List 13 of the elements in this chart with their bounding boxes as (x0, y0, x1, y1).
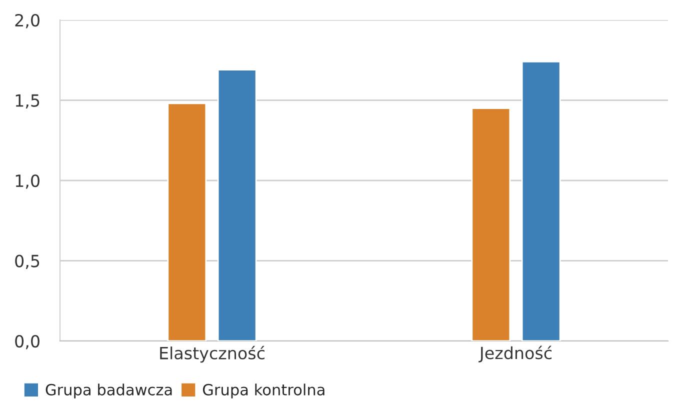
x-tick-label: Elastyczność (160, 346, 264, 363)
bar (471, 108, 511, 341)
bar (521, 61, 561, 341)
legend-label: Grupa badawcza (46, 384, 172, 398)
bar (217, 69, 257, 341)
y-tick-label: 2,0 (15, 14, 40, 28)
x-tick-label: Jezdność (478, 346, 552, 362)
y-tick-label: 0,0 (15, 334, 40, 350)
y-tick-label: 1,5 (16, 94, 40, 109)
bar (167, 102, 207, 341)
y-tick-label: 1,0 (16, 174, 40, 189)
legend-label: Grupa kontrolna (202, 384, 324, 398)
y-tick-label: 0,5 (15, 254, 40, 270)
